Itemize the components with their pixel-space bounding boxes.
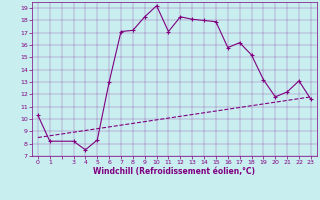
X-axis label: Windchill (Refroidissement éolien,°C): Windchill (Refroidissement éolien,°C) [93, 167, 255, 176]
